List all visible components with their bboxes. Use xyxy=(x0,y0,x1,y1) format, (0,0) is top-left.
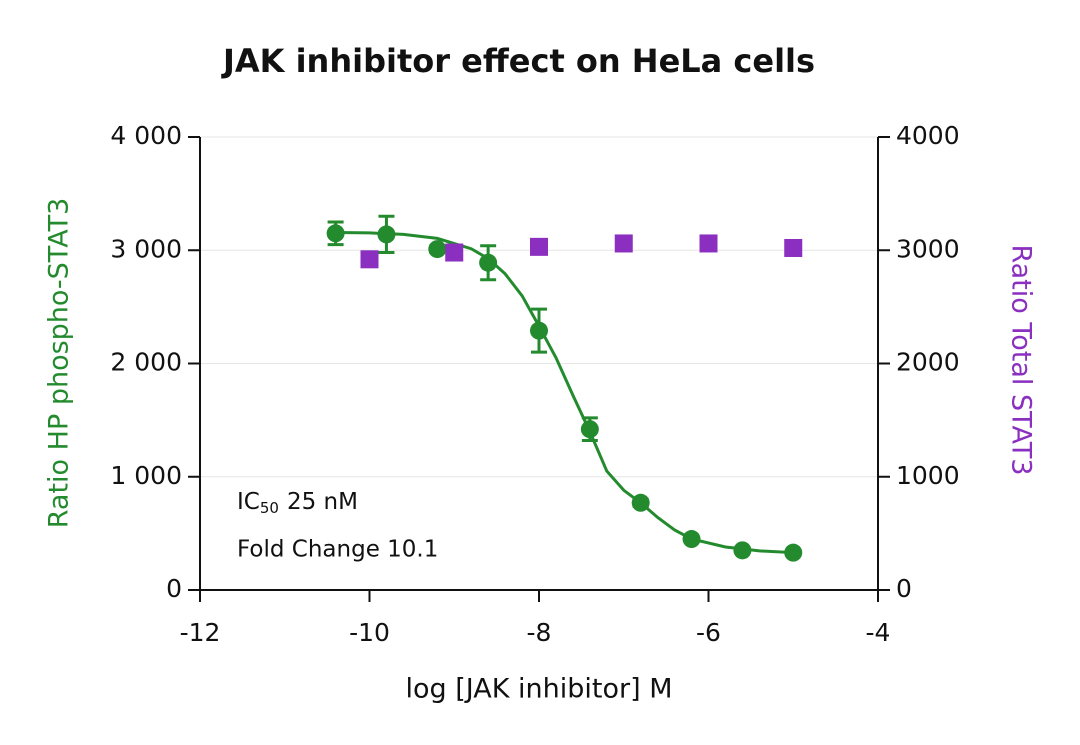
point xyxy=(631,493,650,512)
y2-tick-label: 4000 xyxy=(896,121,960,150)
point xyxy=(784,543,803,562)
y2-tick-label: 2000 xyxy=(896,348,960,377)
point xyxy=(428,240,447,259)
y-tick-label: 3 000 xyxy=(110,234,182,263)
point xyxy=(377,225,396,244)
annotation-text: 25 nM xyxy=(287,489,358,515)
y2-tick-label: 0 xyxy=(896,574,912,603)
x-tick-label: -10 xyxy=(349,618,390,647)
point xyxy=(580,420,599,439)
x-axis-label: log [JAK inhibitor] M xyxy=(405,674,672,705)
x-tick-label: -6 xyxy=(696,618,721,647)
point xyxy=(530,237,548,256)
point xyxy=(682,530,701,549)
point xyxy=(326,224,345,243)
y2-tick-label: 3000 xyxy=(896,234,960,263)
point xyxy=(699,234,718,253)
chart-title: JAK inhibitor effect on HeLa cells xyxy=(221,42,815,80)
y-axis-label: Ratio HP phospho-STAT3 xyxy=(44,198,75,529)
point xyxy=(360,250,379,269)
y2-tick-label: 1000 xyxy=(896,461,960,490)
y-tick-label: 4 000 xyxy=(110,121,182,150)
annotation: IC50 25 nM xyxy=(237,489,358,517)
x-tick-label: -8 xyxy=(527,618,552,647)
point xyxy=(445,243,464,262)
fit-curve xyxy=(335,231,794,555)
x-tick-label: -4 xyxy=(866,618,891,647)
point xyxy=(530,321,548,340)
y-tick-label: 2 000 xyxy=(110,348,182,377)
point xyxy=(733,541,752,560)
annotation: Fold Change 10.1 xyxy=(237,537,438,563)
x-tick-label: -12 xyxy=(180,618,221,647)
y2-axis-label: Ratio Total STAT3 xyxy=(1006,244,1037,475)
point xyxy=(479,253,498,272)
point xyxy=(784,238,803,257)
annotation-text: IC xyxy=(237,489,260,515)
point xyxy=(614,234,633,253)
y-tick-label: 1 000 xyxy=(110,461,182,490)
annotation-subscript: 50 xyxy=(260,499,279,517)
y-tick-label: 0 xyxy=(166,574,182,603)
